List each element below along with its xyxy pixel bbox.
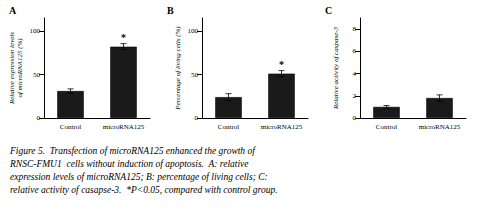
svg-text:2: 2 <box>353 92 357 100</box>
svg-text:of microRNA125 (%): of microRNA125 (%) <box>16 38 24 98</box>
svg-text:*: * <box>121 32 126 43</box>
svg-text:Percentage of living cells (%): Percentage of living cells (%) <box>174 26 182 111</box>
svg-text:Control: Control <box>60 123 81 131</box>
svg-text:4: 4 <box>353 70 357 78</box>
svg-text:50: 50 <box>33 71 41 79</box>
svg-text:relative activity of casapse-3: relative activity of casapse-3. *P<0.05,… <box>10 185 278 195</box>
svg-text:B: B <box>167 5 174 16</box>
svg-text:*: * <box>279 59 284 70</box>
svg-text:100: 100 <box>30 27 41 35</box>
svg-text:0: 0 <box>353 114 357 122</box>
svg-text:Relative activity of caspase-3: Relative activity of caspase-3 <box>332 26 340 110</box>
svg-text:Relative expression levels: Relative expression levels <box>8 32 16 105</box>
svg-text:0: 0 <box>37 114 41 122</box>
svg-text:expression levels of microRNA1: expression levels of microRNA125; B: per… <box>10 172 268 182</box>
svg-text:A: A <box>9 5 17 16</box>
svg-text:Figure 5. Transfection of mic: Figure 5. Transfection of microRNA125 en… <box>9 146 256 156</box>
svg-text:100: 100 <box>188 27 199 35</box>
svg-text:microRNA125: microRNA125 <box>419 123 461 131</box>
svg-text:0: 0 <box>195 114 199 122</box>
svg-text:microRNA125: microRNA125 <box>103 123 145 131</box>
svg-text:50: 50 <box>191 71 199 79</box>
svg-text:8: 8 <box>353 25 357 33</box>
svg-text:Control: Control <box>218 123 239 131</box>
svg-text:Control: Control <box>376 123 397 131</box>
svg-text:6: 6 <box>353 47 357 55</box>
svg-text:microRNA125: microRNA125 <box>261 123 303 131</box>
svg-text:RNSC-FMU1 cells without induc: RNSC-FMU1 cells without induction of apo… <box>9 159 249 169</box>
svg-text:C: C <box>325 5 332 16</box>
